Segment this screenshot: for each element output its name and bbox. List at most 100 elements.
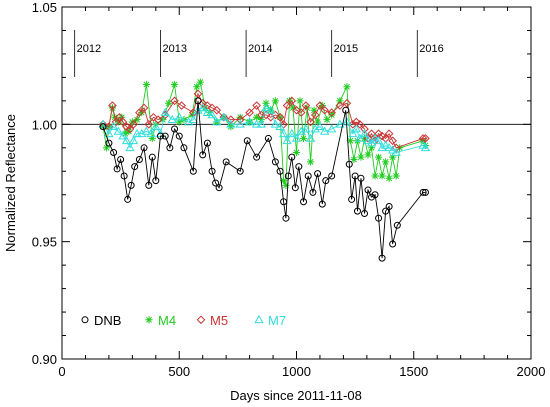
- data-point: [159, 116, 167, 124]
- data-point: [156, 132, 164, 140]
- data-point: [175, 118, 183, 126]
- data-point: [236, 167, 244, 175]
- year-markers: 2012 2013 2014 2015 2016: [74, 30, 444, 77]
- data-point: [140, 144, 148, 152]
- legend-label-dnb: DNB: [94, 313, 121, 328]
- data-point: [264, 134, 272, 142]
- data-point: [177, 101, 186, 110]
- data-point: [351, 172, 359, 180]
- data-point: [198, 103, 208, 112]
- data-point: [148, 134, 156, 143]
- x-tick-label: 1500: [399, 364, 428, 379]
- data-point: [291, 133, 302, 142]
- data-point: [152, 120, 160, 128]
- data-point: [377, 142, 387, 152]
- data-point: [139, 103, 149, 113]
- data-point: [310, 110, 320, 120]
- data-point: [275, 121, 285, 131]
- series-line: [102, 100, 426, 259]
- data-point: [196, 315, 206, 325]
- data-point: [287, 128, 297, 138]
- data-point: [271, 110, 280, 120]
- data-point: [366, 138, 377, 147]
- data-point: [353, 207, 361, 215]
- data-point: [219, 112, 229, 122]
- data-point: [364, 186, 372, 194]
- data-point: [151, 121, 161, 131]
- data-point: [357, 153, 365, 161]
- data-point: [335, 101, 345, 110]
- data-point: [81, 316, 89, 324]
- data-point: [117, 156, 125, 164]
- data-point: [146, 128, 156, 138]
- data-point: [393, 221, 401, 229]
- data-point: [371, 191, 379, 199]
- data-point: [420, 142, 431, 152]
- data-point: [165, 99, 173, 107]
- data-point: [170, 80, 179, 89]
- data-point: [336, 97, 344, 105]
- data-point: [253, 153, 261, 161]
- data-point: [127, 181, 135, 189]
- data-point: [120, 172, 128, 180]
- data-point: [236, 113, 244, 121]
- data-point: [421, 188, 429, 196]
- data-point: [315, 121, 325, 131]
- x-tick-label: 0: [58, 364, 65, 379]
- data-point: [128, 135, 139, 145]
- data-point: [374, 153, 383, 161]
- data-point: [149, 112, 158, 122]
- data-point: [391, 143, 401, 153]
- series-m7: [98, 103, 431, 156]
- data-point: [115, 112, 124, 122]
- year-marker-label: 2012: [77, 43, 101, 55]
- data-point: [282, 101, 292, 110]
- data-point: [261, 110, 271, 120]
- data-point: [124, 195, 132, 203]
- data-point: [367, 129, 376, 139]
- data-point: [99, 123, 107, 131]
- data-point: [180, 144, 188, 152]
- data-point: [282, 135, 292, 145]
- x-tick-label: 500: [168, 364, 190, 379]
- data-point: [108, 121, 119, 131]
- data-point: [350, 155, 358, 164]
- data-point: [243, 137, 251, 145]
- data-point: [102, 144, 111, 152]
- data-point: [113, 165, 121, 173]
- year-marker-label: 2016: [419, 43, 443, 55]
- data-point: [371, 172, 379, 180]
- series-m5: [98, 89, 430, 153]
- data-point: [111, 117, 121, 127]
- data-point: [118, 117, 128, 127]
- data-point: [253, 113, 261, 121]
- data-point: [227, 123, 235, 131]
- data-point: [122, 122, 131, 131]
- data-point: [373, 135, 384, 145]
- data-point: [125, 124, 135, 134]
- data-point: [131, 163, 139, 171]
- data-point: [212, 105, 222, 115]
- data-point: [377, 131, 387, 141]
- data-point: [380, 140, 391, 149]
- data-point: [368, 193, 376, 201]
- data-point: [287, 96, 297, 106]
- data-point: [384, 142, 394, 152]
- data-point: [348, 195, 356, 203]
- data-point: [280, 198, 288, 206]
- y-axis-title: Normalized Reflectance: [3, 114, 18, 252]
- data-point: [388, 136, 397, 146]
- data-point: [244, 117, 255, 126]
- data-point: [310, 106, 318, 114]
- data-point: [318, 200, 326, 208]
- data-point: [301, 124, 311, 133]
- data-point: [175, 132, 183, 140]
- data-point: [160, 107, 170, 116]
- data-point: [419, 188, 427, 196]
- data-point: [385, 202, 393, 210]
- data-point: [171, 125, 179, 133]
- data-point: [357, 174, 365, 182]
- data-point: [202, 107, 213, 116]
- data-point: [270, 119, 281, 128]
- data-point: [389, 153, 397, 161]
